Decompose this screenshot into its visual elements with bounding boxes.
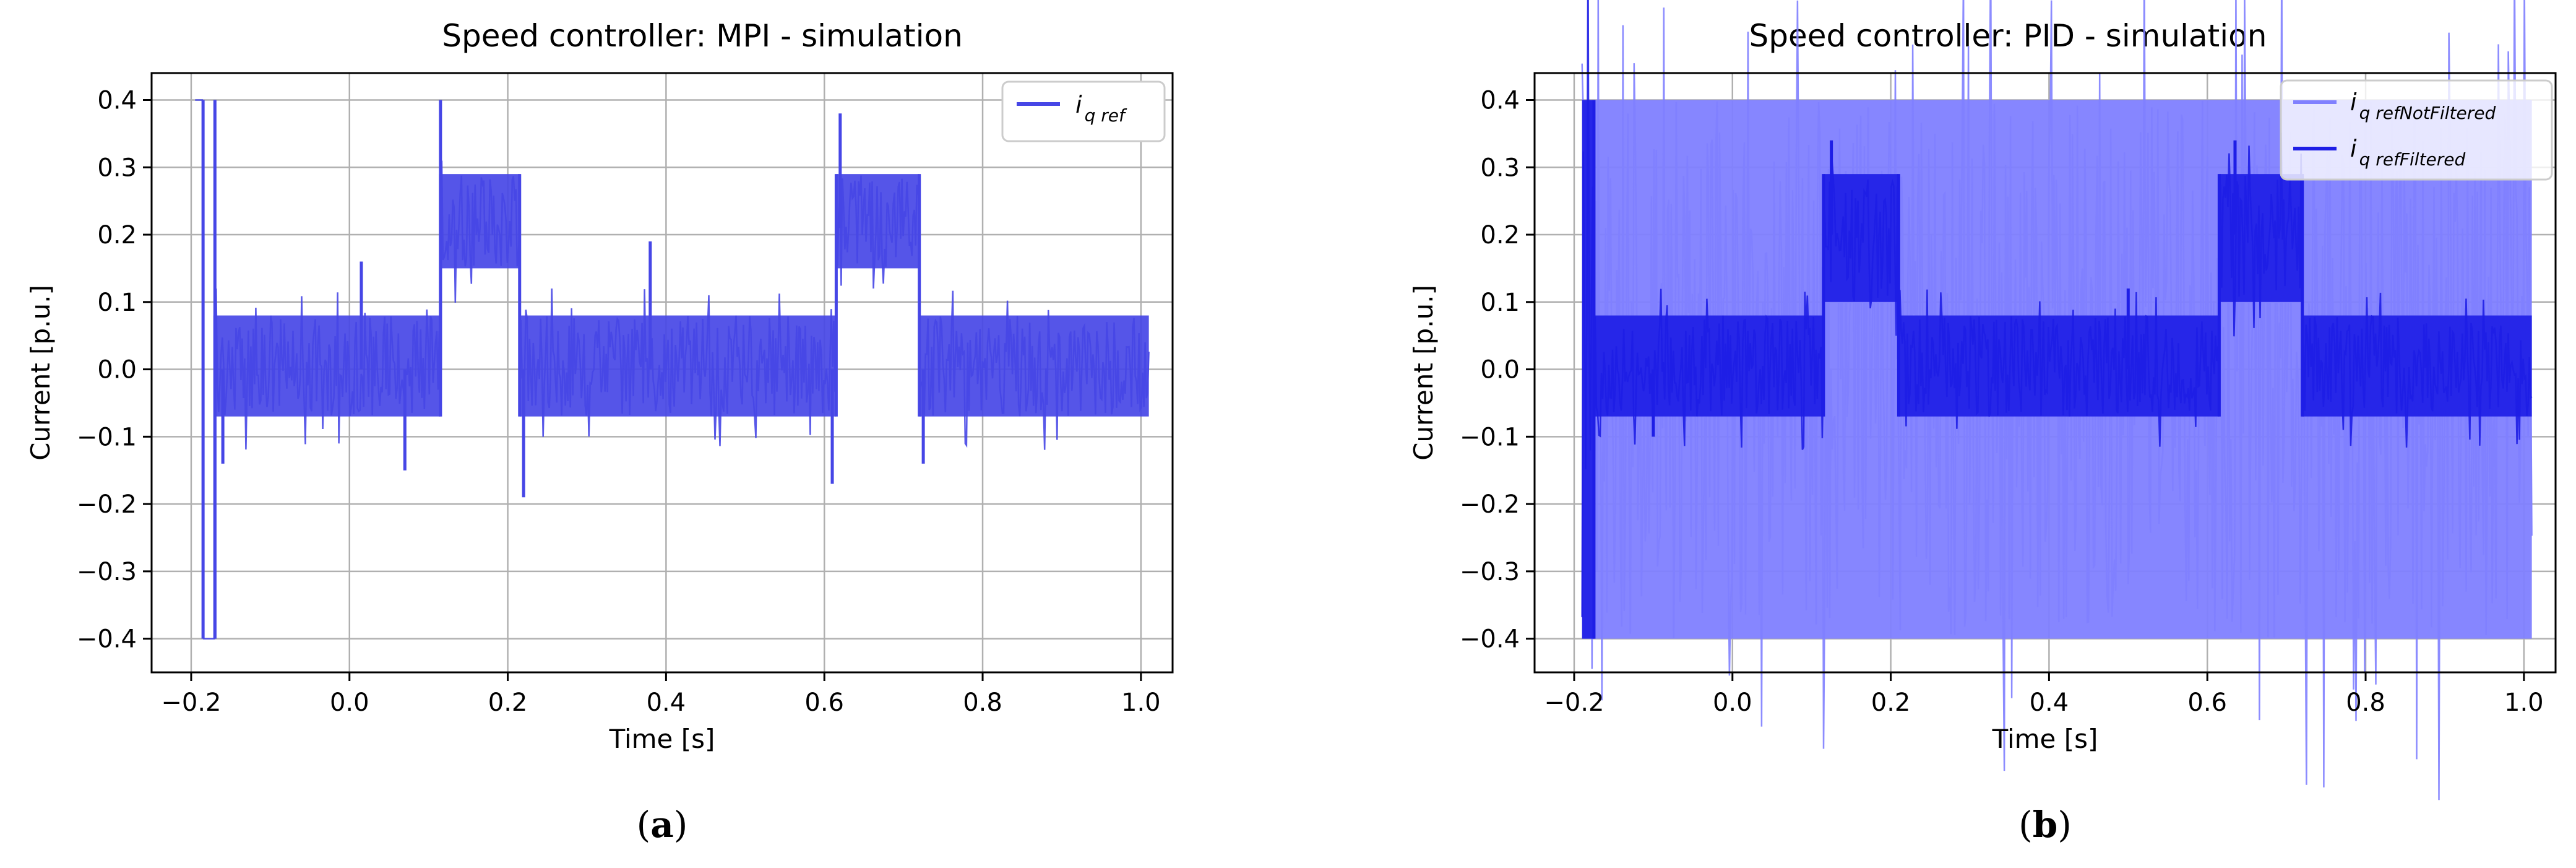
panel-a-series <box>195 99 1150 640</box>
y-tick-label: −0.1 <box>1460 423 1520 451</box>
series-trace <box>1593 289 1825 450</box>
y-tick-label: 0.4 <box>97 87 137 115</box>
y-tick-label: 0.0 <box>97 356 137 384</box>
x-tick-label: 0.8 <box>963 688 1002 717</box>
panel-b-caption: (b) <box>2018 804 2072 846</box>
series-trace <box>1898 289 2220 447</box>
x-tick-label: 0.6 <box>2187 688 2227 717</box>
y-tick-label: −0.2 <box>77 490 137 519</box>
x-tick-label: 1.0 <box>2504 688 2544 717</box>
panel-b-series <box>1581 0 2533 801</box>
series-band <box>1582 100 1594 639</box>
x-tick-label: 0.4 <box>647 688 686 717</box>
panel-b-ticks: −0.2 0.0 0.2 0.4 0.6 0.8 1.0 −0.4 −0.3 −0.2 −0.1 0.… <box>1460 87 2544 717</box>
series-trace <box>918 290 1150 450</box>
series-trace <box>2301 292 2533 448</box>
panel-a: Speed controller: MPI - simulation −0.2 0… <box>25 18 1174 846</box>
panel-b-legend-sub-1: q refFiltered <box>2359 149 2466 170</box>
panel-b-legend-box <box>2280 79 2553 181</box>
y-tick-label: 0.0 <box>1480 356 1520 384</box>
panel-a-legend-sub: q ref <box>1085 105 1127 126</box>
series-trace <box>1581 0 1595 617</box>
panel-a-x-axis-label: Time [s] <box>609 724 715 754</box>
y-tick-label: 0.3 <box>97 154 137 182</box>
panel-a-title: Speed controller: MPI - simulation <box>442 18 963 54</box>
x-tick-label: 0.8 <box>2346 688 2385 717</box>
x-tick-label: 0.6 <box>804 688 844 717</box>
y-tick-label: 0.4 <box>1480 87 1520 115</box>
panel-b-legend-main-1: i <box>2350 135 2357 162</box>
panel-b-title: Speed controller: PID - simulation <box>1749 18 2267 54</box>
x-tick-label: 0.0 <box>1713 688 1752 717</box>
panel-b-legend-sub-0: q refNotFiltered <box>2359 103 2496 123</box>
x-tick-label: 1.0 <box>1121 688 1161 717</box>
y-tick-label: 0.3 <box>1480 154 1520 182</box>
panel-b-x-axis-label: Time [s] <box>1992 724 2098 754</box>
y-tick-label: −0.3 <box>77 558 137 586</box>
series-trace <box>214 289 442 450</box>
x-tick-label: −0.2 <box>161 688 221 717</box>
y-tick-label: 0.2 <box>97 221 137 250</box>
series-i-q-ref <box>195 99 1150 640</box>
series-trace <box>439 160 521 303</box>
x-tick-label: 0.4 <box>2030 688 2069 717</box>
panel-a-caption-letter: a <box>650 804 674 846</box>
series-trace <box>519 288 837 446</box>
panel-a-legend-box <box>1001 80 1166 142</box>
panel-a-plot-frame <box>150 72 1174 674</box>
panel-a-y-axis-label: Current [p.u.] <box>25 285 56 461</box>
y-tick-label: −0.2 <box>1460 490 1520 519</box>
panel-b-legend-main-0: i <box>2350 89 2357 116</box>
y-tick-label: −0.1 <box>77 423 137 451</box>
panel-b: Speed controller: PID - simulation −0.2 0… <box>1408 0 2557 846</box>
y-tick-label: −0.3 <box>1460 558 1520 586</box>
x-tick-label: 0.2 <box>488 688 528 717</box>
x-tick-label: 0.0 <box>330 688 369 717</box>
series-trace <box>835 175 920 289</box>
y-tick-label: −0.4 <box>1460 625 1520 654</box>
panel-a-caption: (a) <box>637 804 688 846</box>
x-tick-label: 0.2 <box>1871 688 1911 717</box>
x-tick-label: −0.2 <box>1544 688 1604 717</box>
y-tick-label: 0.1 <box>1480 289 1520 317</box>
panel-b-y-axis-label: Current [p.u.] <box>1408 285 1439 461</box>
panel-b-caption-letter: b <box>2033 804 2058 846</box>
series-i-q-reffiltered <box>1581 0 2533 639</box>
panel-b-plot-frame <box>1533 72 2557 674</box>
series-trace <box>2218 132 2303 337</box>
series-trace <box>1822 162 1900 336</box>
y-tick-label: 0.1 <box>97 289 137 317</box>
y-tick-label: −0.4 <box>77 625 137 654</box>
panel-a-ticks: −0.2 0.0 0.2 0.4 0.6 0.8 1.0 −0.4 −0.3 −0.2 −0.1 0.… <box>77 87 1161 717</box>
y-tick-label: 0.2 <box>1480 221 1520 250</box>
panel-a-legend-main: i <box>1075 91 1082 118</box>
